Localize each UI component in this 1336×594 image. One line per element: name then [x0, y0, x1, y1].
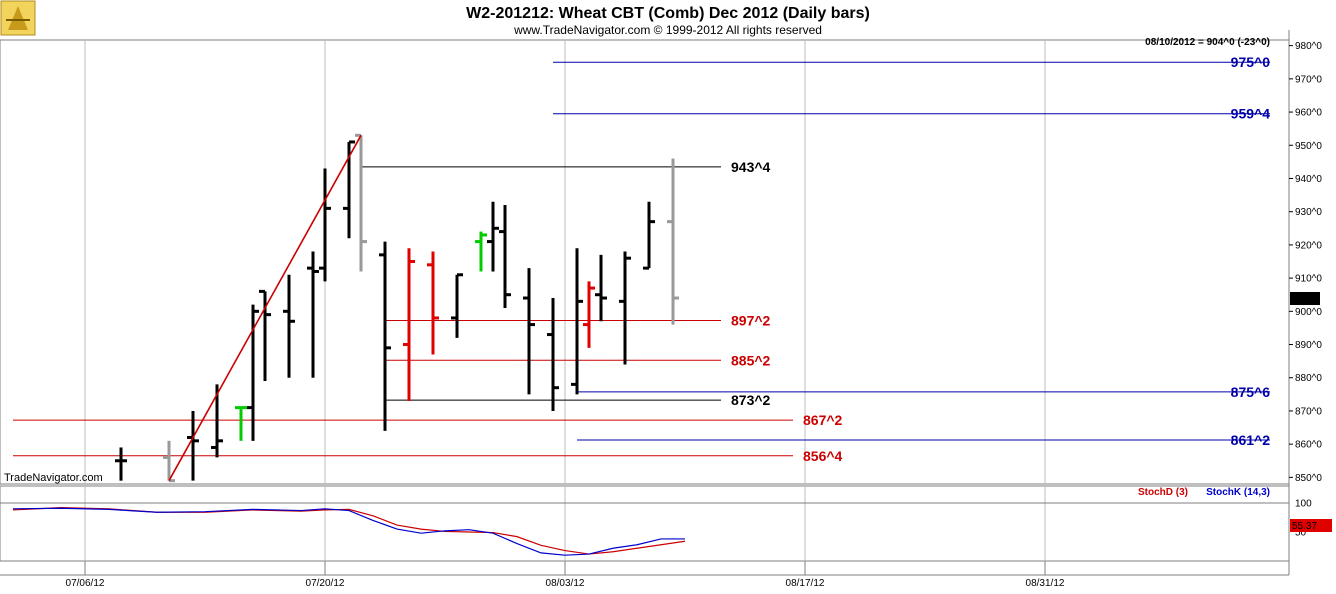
ohlc-bar: [211, 384, 223, 458]
watermark: TradeNavigator.com: [4, 472, 103, 484]
y-tick-label: 890^0: [1295, 340, 1322, 351]
ohlc-bar: [379, 241, 391, 431]
stochastic-axis: 100 50: [1295, 499, 1312, 539]
y-tick-label: 910^0: [1295, 274, 1322, 285]
y-tick-label: 940^0: [1295, 174, 1322, 185]
price-bars: [115, 133, 679, 483]
ohlc-bar: [307, 251, 319, 378]
chart-title: W2-201212: Wheat CBT (Comb) Dec 2012 (Da…: [466, 5, 870, 22]
y-tick-label: 880^0: [1295, 373, 1322, 384]
ohlc-bar: [319, 168, 331, 282]
stoch-last-marker: 55.37: [1290, 519, 1332, 532]
y-tick-label: 980^0: [1295, 41, 1322, 52]
price-axis: 850^0 860^0 870^0 880^0 890^0 900^0 910^0 920^0…: [1289, 41, 1322, 484]
stoch-last-label: 55.37: [1292, 521, 1317, 532]
last-price-label: 904^0: [1292, 294, 1319, 305]
chart-subtitle: www.TradeNavigator.com © 1999-2012 All r…: [513, 23, 822, 37]
ohlc-bar: [571, 248, 583, 395]
y-tick-label: 850^0: [1295, 473, 1322, 484]
status-readout: 08/10/2012 = 904^0 (-23^0): [1145, 37, 1270, 48]
level-label: 943^4: [731, 159, 771, 175]
level-label: 861^2: [1231, 432, 1271, 448]
level-label: 867^2: [803, 412, 843, 428]
series-line-stochk: [12, 507, 685, 556]
x-tick-label: 08/31/12: [1026, 578, 1065, 589]
stoch-tick-label: 100: [1295, 499, 1312, 510]
y-tick-label: 970^0: [1295, 74, 1322, 85]
level-label: 975^0: [1231, 54, 1271, 70]
ohlc-bar: [247, 304, 259, 441]
last-price-marker: 904^0: [1290, 292, 1320, 305]
ohlc-bar: [355, 133, 367, 272]
legend-stochk: StochK (14,3): [1206, 487, 1270, 498]
ohlc-bar: [547, 298, 559, 411]
level-label: 875^6: [1231, 384, 1271, 400]
stochastic-gridlines: [84, 486, 1046, 561]
ohlc-bar: [583, 281, 595, 348]
price-levels: 975^0 959^4 943^4 897^2 885^2 875^6 873^2 867^2…: [13, 54, 1270, 464]
stochastic-lines: [12, 507, 686, 556]
y-tick-label: 930^0: [1295, 207, 1322, 218]
ohlc-bar: [403, 248, 415, 401]
ohlc-bar: [163, 440, 175, 483]
ohlc-bar: [283, 274, 295, 378]
ohlc-bar: [619, 251, 631, 365]
ohlc-bar: [523, 268, 535, 395]
x-tick-label: 08/03/12: [546, 578, 585, 589]
app-logo-icon[interactable]: [0, 0, 36, 36]
ohlc-bar: [667, 158, 679, 325]
ohlc-bar: [187, 410, 199, 481]
level-label: 873^2: [731, 392, 771, 408]
level-label: 856^4: [803, 448, 843, 464]
y-tick-label: 960^0: [1295, 108, 1322, 119]
ohlc-bar: [499, 205, 511, 308]
ohlc-bar: [451, 273, 463, 338]
trendline: [168, 134, 362, 482]
y-tick-label: 900^0: [1295, 307, 1322, 318]
stochastic-panel: [0, 485, 1290, 562]
level-label: 959^4: [1231, 106, 1271, 122]
ohlc-bar: [595, 254, 607, 322]
level-label: 897^2: [731, 312, 771, 328]
ohlc-bar: [427, 251, 439, 355]
ohlc-bar: [235, 406, 247, 441]
ohlc-bar: [487, 201, 499, 272]
y-tick-label: 870^0: [1295, 406, 1322, 417]
y-tick-label: 860^0: [1295, 440, 1322, 451]
ohlc-bar: [643, 201, 655, 270]
ohlc-bar: [259, 289, 271, 382]
x-tick-label: 07/06/12: [66, 578, 105, 589]
legend-stochd: StochD (3): [1138, 487, 1188, 498]
y-tick-label: 920^0: [1295, 240, 1322, 251]
y-tick-label: 950^0: [1295, 141, 1322, 152]
x-tick-label: 08/17/12: [786, 578, 825, 589]
date-axis: 07/06/12 07/20/12 08/03/12 08/17/12 08/31/12: [0, 561, 1289, 589]
trendline-segment: [168, 134, 362, 482]
ohlc-bar: [115, 447, 127, 481]
x-tick-label: 07/20/12: [306, 578, 345, 589]
ohlc-bar: [475, 231, 487, 272]
level-label: 885^2: [731, 352, 771, 368]
stoch-tick-label: 50: [1295, 528, 1307, 539]
